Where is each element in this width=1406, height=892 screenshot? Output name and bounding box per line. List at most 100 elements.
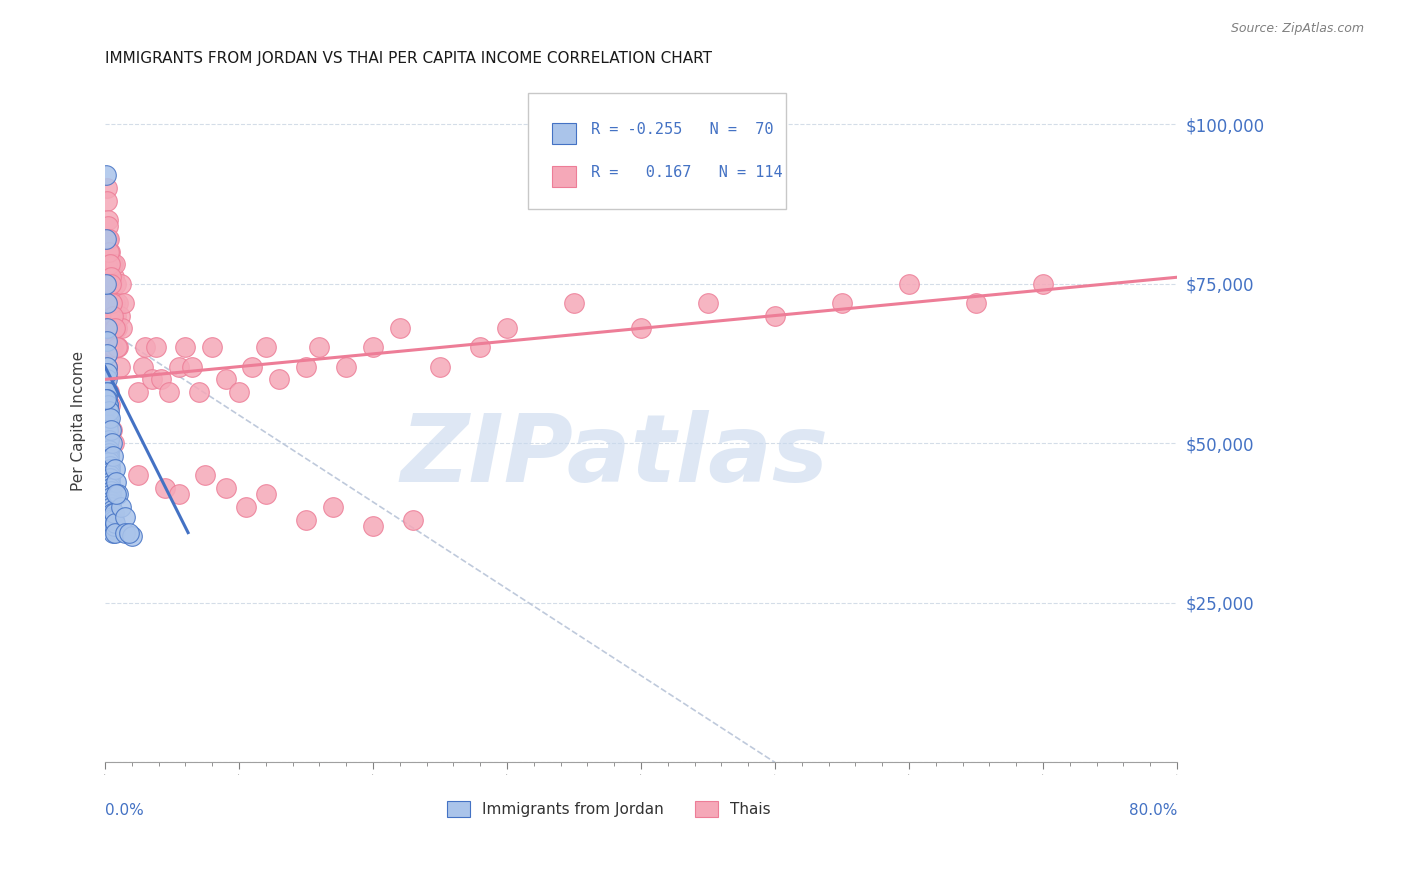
Point [101, 511, 124, 525]
Point [96, 392, 118, 406]
Point [335, 359, 357, 374]
Point [101, 341, 124, 355]
Point [96, 321, 118, 335]
Point [98, 341, 121, 355]
Point [402, 513, 425, 527]
Point [470, 341, 492, 355]
Point [96, 385, 118, 400]
Text: 80.0%: 80.0% [1129, 804, 1177, 819]
Point [96, 295, 118, 310]
Point [104, 525, 127, 540]
Point [94, 232, 117, 246]
Point [100, 424, 122, 438]
Point [98, 458, 121, 473]
Point [97, 341, 120, 355]
Point [831, 295, 853, 310]
Point [97, 270, 120, 285]
Point [201, 341, 224, 355]
Point [94, 168, 117, 182]
Text: ZIPatlas: ZIPatlas [401, 410, 828, 502]
Point [429, 359, 451, 374]
Point [562, 295, 585, 310]
FancyBboxPatch shape [553, 123, 575, 145]
Point [103, 436, 125, 450]
Point [214, 481, 236, 495]
Point [100, 436, 122, 450]
Point [167, 487, 190, 501]
Point [100, 295, 122, 310]
Point [97, 212, 120, 227]
Point [107, 341, 129, 355]
Point [100, 497, 122, 511]
Point [167, 359, 190, 374]
Point [94, 372, 117, 386]
Point [361, 519, 384, 533]
Point [101, 449, 124, 463]
Point [107, 487, 129, 501]
Point [187, 385, 209, 400]
Point [898, 277, 921, 291]
Point [97, 442, 120, 457]
Text: R = -0.255   N =  70: R = -0.255 N = 70 [591, 121, 773, 136]
Point [103, 525, 125, 540]
Point [98, 244, 121, 259]
Point [118, 525, 141, 540]
Point [100, 507, 122, 521]
Point [97, 424, 120, 438]
Point [98, 295, 121, 310]
Point [114, 509, 136, 524]
Point [97, 404, 120, 418]
Point [131, 359, 153, 374]
Point [254, 487, 277, 501]
Point [101, 321, 124, 335]
Point [100, 487, 122, 501]
Point [96, 334, 118, 348]
Point [104, 258, 127, 272]
Legend: Immigrants from Jordan, Thais: Immigrants from Jordan, Thais [441, 795, 776, 823]
Point [155, 481, 177, 495]
Point [101, 295, 124, 310]
Point [100, 503, 122, 517]
Text: R =   0.167   N = 114: R = 0.167 N = 114 [591, 165, 782, 180]
Point [98, 481, 121, 495]
Point [96, 347, 118, 361]
Point [97, 309, 120, 323]
Point [98, 410, 121, 425]
Point [97, 321, 120, 335]
Point [96, 295, 118, 310]
Point [98, 398, 121, 412]
Point [228, 385, 250, 400]
Point [98, 258, 121, 272]
Point [308, 341, 330, 355]
Point [97, 398, 120, 412]
Point [98, 471, 121, 485]
Point [630, 321, 652, 335]
Point [105, 341, 128, 355]
Point [107, 295, 129, 310]
Point [254, 341, 277, 355]
Point [96, 366, 118, 380]
Point [103, 258, 125, 272]
Point [100, 493, 122, 508]
Point [100, 277, 122, 291]
Point [269, 372, 291, 386]
Point [100, 500, 122, 514]
Point [103, 309, 125, 323]
Point [101, 520, 124, 534]
Point [141, 372, 163, 386]
Point [242, 359, 264, 374]
Point [112, 295, 135, 310]
Point [98, 446, 121, 460]
Point [97, 398, 120, 412]
FancyBboxPatch shape [529, 93, 786, 209]
Point [1032, 277, 1054, 291]
Point [101, 295, 124, 310]
Point [127, 385, 149, 400]
Point [103, 519, 125, 533]
Text: IMMIGRANTS FROM JORDAN VS THAI PER CAPITA INCOME CORRELATION CHART: IMMIGRANTS FROM JORDAN VS THAI PER CAPIT… [105, 51, 711, 66]
Point [96, 392, 118, 406]
Point [96, 258, 118, 272]
Point [103, 270, 125, 285]
Point [101, 519, 124, 533]
Point [100, 341, 122, 355]
